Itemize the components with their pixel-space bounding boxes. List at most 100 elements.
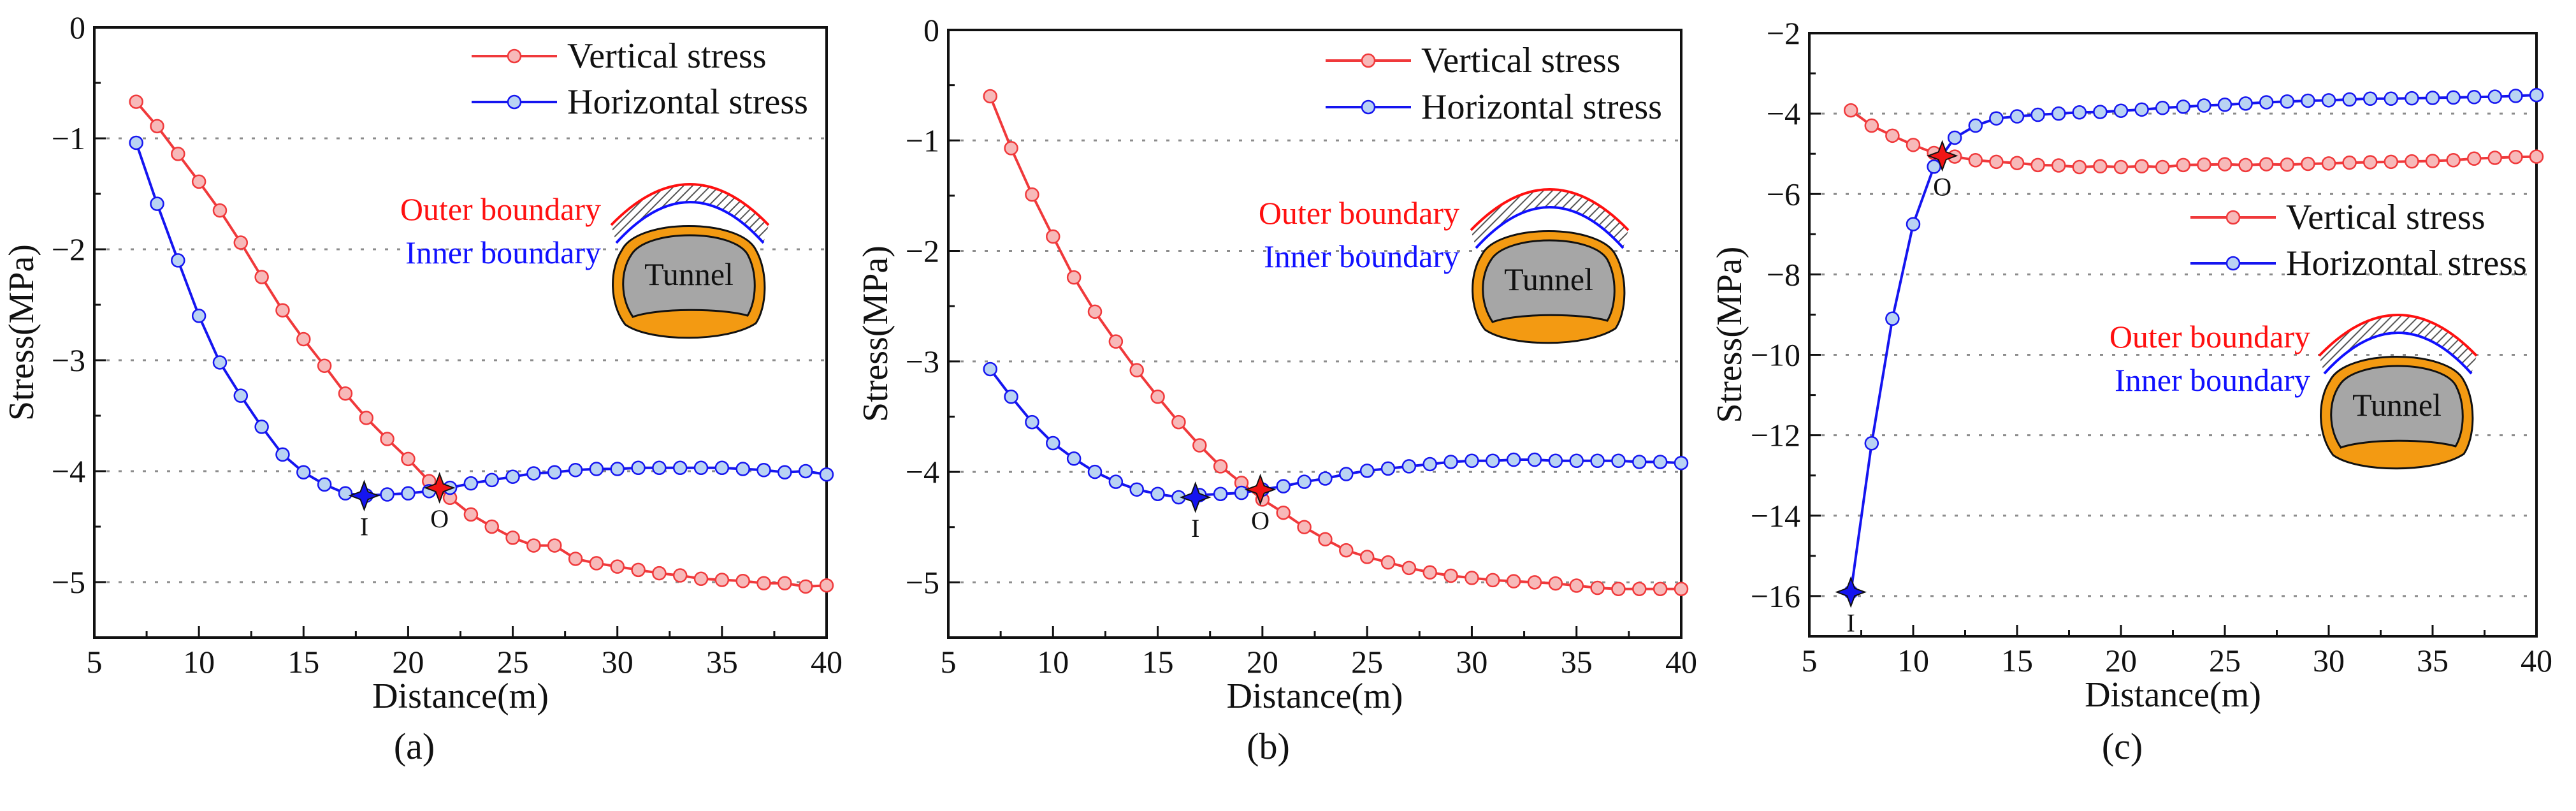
- data-point: [1087, 464, 1103, 479]
- data-point: [463, 476, 479, 491]
- series-line: [134, 142, 827, 497]
- y-tick-label: −4: [906, 454, 939, 490]
- data-point: [798, 464, 813, 479]
- data-point: [1108, 474, 1124, 489]
- data-point: [1653, 581, 1668, 597]
- outer-boundary-label: Outer boundary: [1259, 195, 1459, 231]
- data-point: [1129, 363, 1144, 377]
- data-point: [1213, 459, 1228, 474]
- x-tick-label: 5: [941, 644, 957, 680]
- data-point: [568, 552, 583, 566]
- data-point: [2363, 155, 2378, 170]
- legend-marker: [507, 94, 522, 110]
- data-point: [589, 556, 604, 571]
- y-tick-label: −14: [1751, 498, 1800, 534]
- inner-boundary-label: Inner boundary: [1264, 238, 1459, 274]
- data-point: [1465, 453, 1479, 469]
- y-tick-label: −1: [906, 122, 939, 158]
- data-point: [2134, 159, 2149, 174]
- outer-boundary-arc: [2318, 314, 2478, 357]
- data-point: [693, 571, 709, 587]
- data-point: [1004, 141, 1018, 156]
- data-point: [1885, 128, 1900, 143]
- data-point: [672, 568, 688, 583]
- data-point: [2342, 92, 2357, 107]
- x-tick-label: 15: [287, 644, 319, 680]
- data-point: [1066, 270, 1082, 285]
- point-label-o: O: [1933, 172, 1951, 201]
- data-point: [1486, 573, 1500, 588]
- data-point: [380, 432, 394, 446]
- data-point: [778, 465, 792, 479]
- data-point: [2529, 87, 2544, 103]
- y-tick-label: −3: [906, 344, 939, 379]
- x-tick-label: 25: [2209, 643, 2241, 678]
- hatched-zone: [611, 184, 769, 243]
- data-point: [1234, 485, 1249, 500]
- point-marker-o: [1244, 473, 1277, 506]
- data-point: [1108, 334, 1124, 349]
- y-tick-label: −10: [1751, 337, 1800, 373]
- data-point: [819, 467, 834, 482]
- data-point: [2030, 157, 2045, 173]
- y-tick-label: −1: [52, 121, 85, 156]
- data-point: [589, 462, 604, 476]
- data-point: [526, 466, 541, 481]
- y-tick-label: −5: [906, 564, 939, 600]
- legend-label: Horizontal stress: [567, 82, 808, 122]
- data-point: [2072, 159, 2087, 175]
- data-point: [150, 196, 164, 211]
- data-point: [296, 465, 311, 479]
- data-point: [1213, 486, 1228, 501]
- chart-panel-c: 5 10 15 20 25 30 35 40 −2 −4 −6 −8 −10 −12 −14 −16 Dista…: [1710, 15, 2552, 767]
- legend-marker: [1361, 53, 1376, 68]
- data-point: [1590, 580, 1605, 595]
- data-point: [254, 420, 269, 434]
- data-point: [359, 411, 374, 425]
- data-point: [2238, 96, 2253, 111]
- hatched-zone: [1471, 189, 1628, 248]
- data-point: [1046, 229, 1060, 244]
- data-point: [2072, 105, 2087, 120]
- data-point: [1569, 453, 1584, 469]
- series-line: [988, 96, 1681, 590]
- x-tick-label: 30: [1456, 644, 1487, 680]
- series-horizontal: [1843, 87, 2544, 599]
- tunnel-label: Tunnel: [644, 256, 734, 292]
- data-point: [2176, 157, 2191, 173]
- data-point: [1297, 520, 1312, 534]
- series-line: [1850, 109, 2537, 169]
- legend-label: Vertical stress: [567, 36, 767, 76]
- data-point: [2363, 91, 2378, 106]
- legend: Vertical stress Horizontal stress: [1326, 41, 1662, 127]
- x-axis-label: Distance(m): [2085, 675, 2261, 715]
- data-point: [212, 203, 228, 218]
- data-point: [2405, 154, 2419, 169]
- data-point: [2093, 105, 2108, 119]
- data-point: [798, 579, 813, 594]
- data-point: [756, 463, 771, 478]
- outer-boundary-arc: [610, 183, 770, 226]
- data-point: [1150, 486, 1165, 501]
- data-point: [1653, 455, 1668, 469]
- data-point: [2197, 98, 2211, 113]
- data-point: [505, 469, 520, 484]
- data-point: [714, 573, 730, 587]
- data-point: [2217, 157, 2232, 172]
- legend-marker: [2225, 210, 2241, 225]
- x-tick-label: 35: [706, 644, 738, 680]
- outer-boundary-label: Outer boundary: [400, 191, 601, 227]
- y-tick-label: −16: [1751, 578, 1800, 614]
- data-point: [735, 574, 750, 588]
- data-point: [547, 465, 562, 479]
- data-point: [778, 576, 792, 590]
- data-point: [610, 462, 625, 476]
- data-point: [275, 303, 290, 318]
- series-horizontal: [983, 362, 1689, 505]
- point-label-i: I: [360, 512, 368, 541]
- data-point: [2487, 89, 2503, 104]
- data-point: [1989, 111, 2004, 126]
- data-point: [2093, 159, 2108, 174]
- x-tick-label: 20: [2105, 643, 2137, 678]
- legend-marker: [1361, 99, 1376, 115]
